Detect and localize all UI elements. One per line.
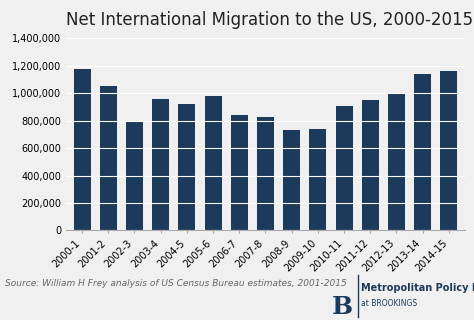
Bar [336,106,353,230]
Bar [310,129,326,230]
Bar [283,130,300,230]
Text: Metropolitan Policy Program: Metropolitan Policy Program [361,283,474,293]
Bar [73,68,91,230]
Bar [126,121,143,230]
Bar [388,94,405,230]
Bar [414,74,431,230]
Bar [440,71,457,230]
Text: Net International Migration to the US, 2000-2015: Net International Migration to the US, 2… [66,11,474,29]
Bar [152,99,169,230]
Bar [231,115,248,230]
Bar [205,96,221,230]
Bar [362,100,379,230]
Text: at BROOKINGS: at BROOKINGS [361,299,417,308]
Text: Source: William H Frey analysis of US Census Bureau estimates, 2001-2015: Source: William H Frey analysis of US Ce… [5,279,346,288]
Bar [257,116,274,230]
Text: B: B [332,295,353,319]
Bar [100,86,117,230]
Bar [178,104,195,230]
